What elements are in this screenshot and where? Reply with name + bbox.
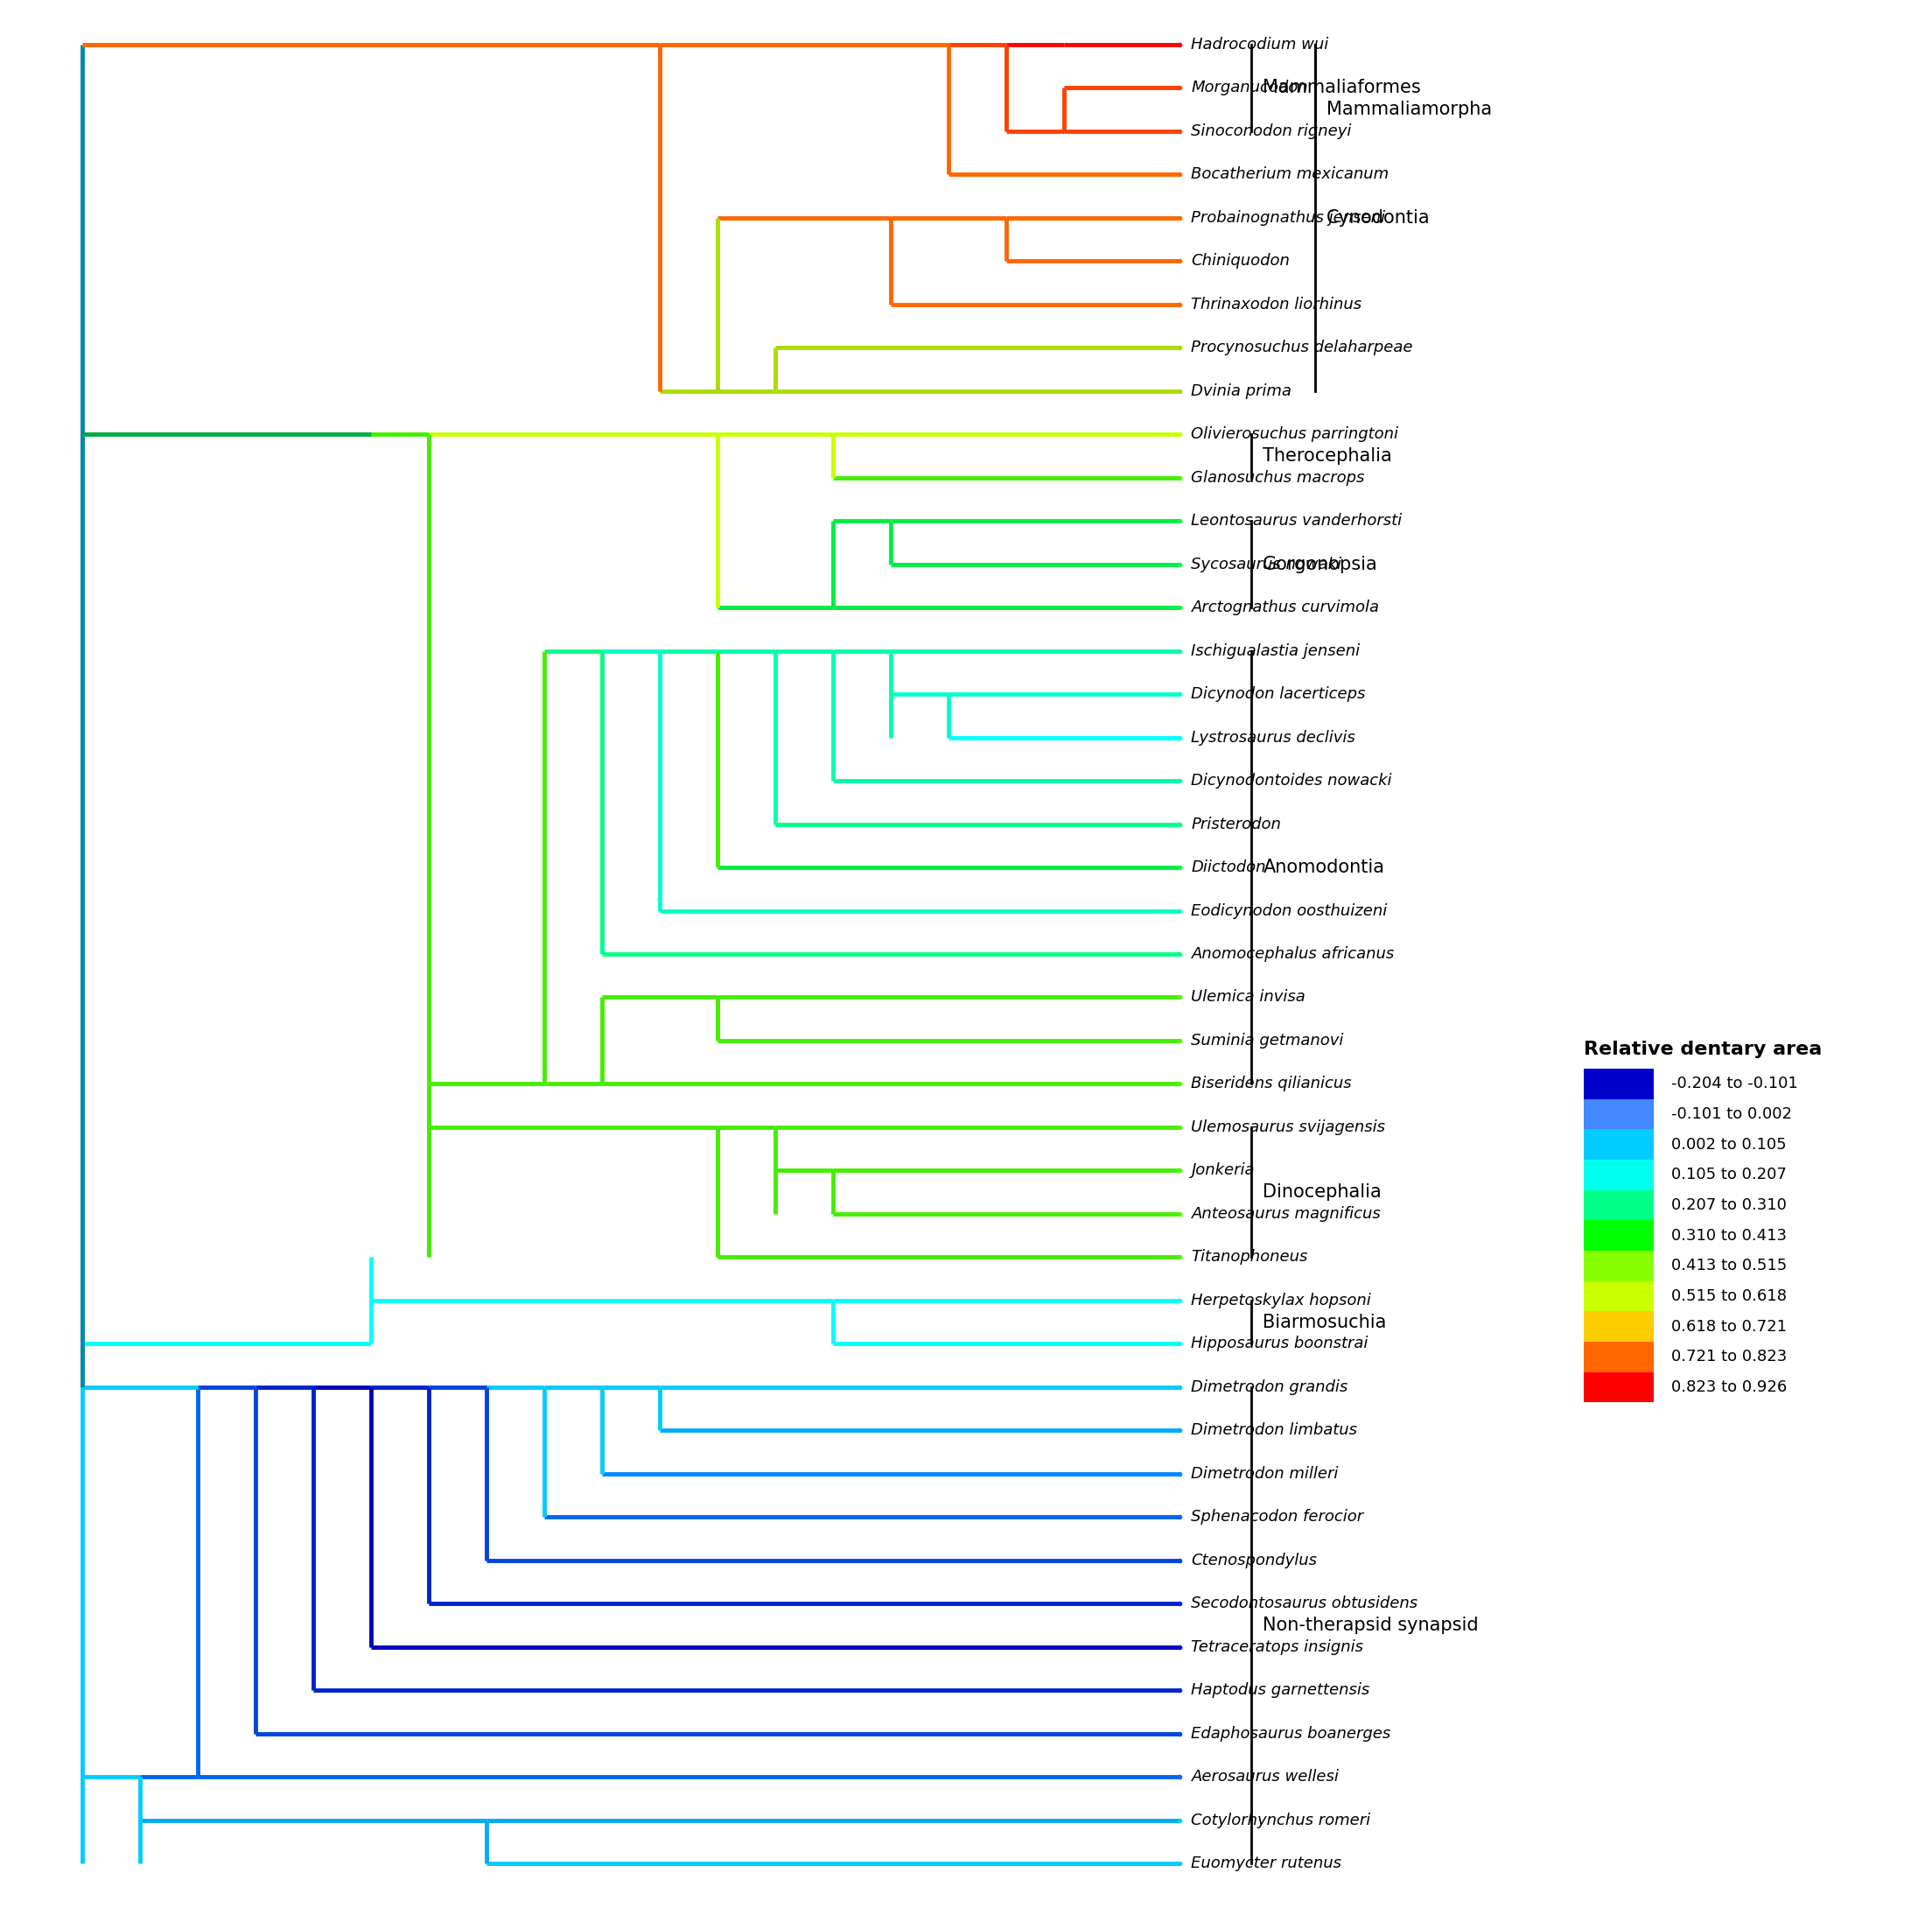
Text: Olivierosuchus parringtoni: Olivierosuchus parringtoni (1192, 425, 1399, 443)
Text: Morganucodon: Morganucodon (1192, 80, 1308, 95)
FancyBboxPatch shape (1584, 1221, 1654, 1250)
FancyBboxPatch shape (1584, 1068, 1654, 1099)
Text: Dimetrodon limbatus: Dimetrodon limbatus (1192, 1423, 1358, 1439)
Text: 0.823 to 0.926: 0.823 to 0.926 (1671, 1379, 1787, 1395)
Text: 0.310 to 0.413: 0.310 to 0.413 (1671, 1227, 1787, 1244)
Text: Aerosaurus wellesi: Aerosaurus wellesi (1192, 1769, 1339, 1784)
Text: Biarmosuchia: Biarmosuchia (1264, 1313, 1387, 1332)
FancyBboxPatch shape (1584, 1099, 1654, 1130)
Text: Leontosaurus vanderhorsti: Leontosaurus vanderhorsti (1192, 513, 1403, 529)
FancyBboxPatch shape (1584, 1311, 1654, 1341)
Text: Chiniquodon: Chiniquodon (1192, 254, 1291, 269)
FancyBboxPatch shape (1584, 1372, 1654, 1402)
Text: Haptodus garnettensis: Haptodus garnettensis (1192, 1683, 1370, 1698)
Text: Dimetrodon milleri: Dimetrodon milleri (1192, 1465, 1339, 1483)
Text: Herpetoskylax hopsoni: Herpetoskylax hopsoni (1192, 1292, 1372, 1309)
Text: 0.721 to 0.823: 0.721 to 0.823 (1671, 1349, 1787, 1364)
Text: Cotylorhynchus romeri: Cotylorhynchus romeri (1192, 1813, 1372, 1828)
Text: -0.204 to -0.101: -0.204 to -0.101 (1671, 1076, 1797, 1091)
FancyBboxPatch shape (1584, 1130, 1654, 1160)
Text: Dvinia prima: Dvinia prima (1192, 384, 1293, 399)
Text: Titanophoneus: Titanophoneus (1192, 1250, 1308, 1265)
Text: Lystrosaurus declivis: Lystrosaurus declivis (1192, 729, 1356, 746)
Text: Relative dentary area: Relative dentary area (1584, 1040, 1822, 1059)
Text: Euomycter rutenus: Euomycter rutenus (1192, 1856, 1343, 1872)
Text: Dinocephalia: Dinocephalia (1264, 1183, 1381, 1200)
Text: Dimetrodon grandis: Dimetrodon grandis (1192, 1379, 1349, 1395)
Text: Eodicynodon oosthuizeni: Eodicynodon oosthuizeni (1192, 902, 1387, 918)
Text: Dicynodon lacerticeps: Dicynodon lacerticeps (1192, 687, 1366, 702)
Text: 0.105 to 0.207: 0.105 to 0.207 (1671, 1168, 1787, 1183)
Text: Therocephalia: Therocephalia (1264, 446, 1393, 466)
Text: Sphenacodon ferocior: Sphenacodon ferocior (1192, 1509, 1364, 1524)
Text: 0.618 to 0.721: 0.618 to 0.721 (1671, 1318, 1787, 1334)
Text: Probainognathus jenseni: Probainognathus jenseni (1192, 210, 1385, 225)
Text: Secodontosaurus obtusidens: Secodontosaurus obtusidens (1192, 1595, 1418, 1612)
Text: Tetraceratops insignis: Tetraceratops insignis (1192, 1639, 1364, 1654)
Text: Jonkeria: Jonkeria (1192, 1162, 1254, 1179)
Text: Diictodon: Diictodon (1192, 859, 1265, 876)
Text: 0.207 to 0.310: 0.207 to 0.310 (1671, 1198, 1787, 1213)
Text: Sycosaurus nowaki: Sycosaurus nowaki (1192, 557, 1343, 572)
Text: Anomodontia: Anomodontia (1264, 859, 1385, 876)
FancyBboxPatch shape (1584, 1191, 1654, 1221)
Text: Glanosuchus macrops: Glanosuchus macrops (1192, 469, 1364, 485)
FancyBboxPatch shape (1584, 1341, 1654, 1372)
FancyBboxPatch shape (1584, 1250, 1654, 1280)
Text: Anteosaurus magnificus: Anteosaurus magnificus (1192, 1206, 1381, 1221)
Text: Edaphosaurus boanerges: Edaphosaurus boanerges (1192, 1725, 1391, 1742)
Text: Mammaliamorpha: Mammaliamorpha (1327, 101, 1492, 118)
Text: Cynodontia: Cynodontia (1327, 210, 1430, 227)
Text: Ulemica invisa: Ulemica invisa (1192, 990, 1306, 1006)
Text: -0.101 to 0.002: -0.101 to 0.002 (1671, 1107, 1791, 1122)
Text: Mammaliaformes: Mammaliaformes (1264, 78, 1422, 97)
Text: Thrinaxodon liorhinus: Thrinaxodon liorhinus (1192, 296, 1362, 313)
Text: Non-therapsid synapsid: Non-therapsid synapsid (1264, 1616, 1478, 1633)
Text: Suminia getmanovi: Suminia getmanovi (1192, 1032, 1345, 1049)
Text: Bocatherium mexicanum: Bocatherium mexicanum (1192, 166, 1389, 183)
Text: 0.413 to 0.515: 0.413 to 0.515 (1671, 1257, 1787, 1275)
Text: Ischigualastia jenseni: Ischigualastia jenseni (1192, 643, 1360, 658)
Text: Gorgonopsia: Gorgonopsia (1264, 555, 1378, 572)
Text: Pristerodon: Pristerodon (1192, 817, 1281, 832)
Text: Anomocephalus africanus: Anomocephalus africanus (1192, 946, 1395, 962)
Text: 0.515 to 0.618: 0.515 to 0.618 (1671, 1288, 1787, 1303)
Text: Procynosuchus delaharpeae: Procynosuchus delaharpeae (1192, 340, 1412, 355)
FancyBboxPatch shape (1584, 1280, 1654, 1311)
Text: Hipposaurus boonstrai: Hipposaurus boonstrai (1192, 1336, 1368, 1351)
Text: Arctognathus curvimola: Arctognathus curvimola (1192, 599, 1379, 616)
FancyBboxPatch shape (1584, 1160, 1654, 1191)
Text: Sinoconodon rigneyi: Sinoconodon rigneyi (1192, 124, 1352, 139)
Text: Ulemosaurus svijagensis: Ulemosaurus svijagensis (1192, 1120, 1385, 1135)
Text: Ctenospondylus: Ctenospondylus (1192, 1553, 1318, 1568)
Text: Hadrocodium wui: Hadrocodium wui (1192, 36, 1329, 52)
Text: Dicynodontoides nowacki: Dicynodontoides nowacki (1192, 773, 1393, 788)
Text: 0.002 to 0.105: 0.002 to 0.105 (1671, 1137, 1785, 1152)
Text: Biseridens qilianicus: Biseridens qilianicus (1192, 1076, 1352, 1091)
